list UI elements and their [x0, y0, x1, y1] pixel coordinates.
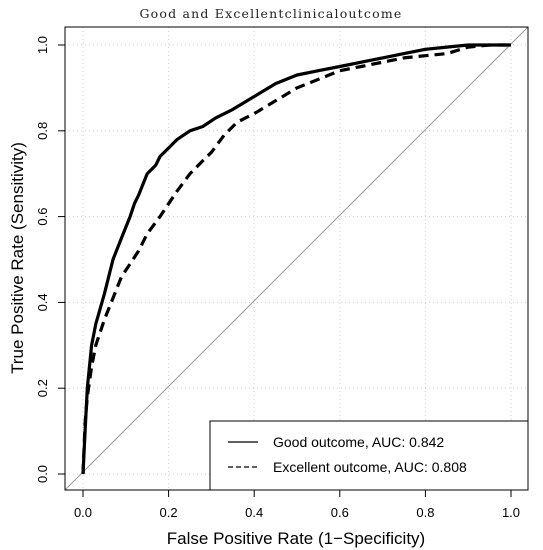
y-tick-label-0: 0.0 [35, 465, 50, 483]
reference-diagonal [64, 26, 529, 491]
roc-curves [81, 43, 511, 475]
y-axis-ticks: 0.0 0.2 0.4 0.6 0.8 1.0 [35, 36, 65, 483]
y-tick-label-4: 0.8 [35, 122, 50, 140]
x-tick-label-1: 0.2 [160, 505, 178, 520]
legend-label-excellent: Excellent outcome, AUC: 0.808 [273, 459, 467, 475]
y-tick-label-3: 0.6 [35, 208, 50, 226]
x-tick-label-3: 0.6 [331, 505, 349, 520]
y-axis-label: True Positive Rate (Sensitivity) [8, 142, 27, 374]
y-tick-label-2: 0.4 [35, 293, 50, 311]
y-tick-label-1: 0.2 [35, 379, 50, 397]
roc-curve-excellent [81, 43, 511, 475]
x-axis-label: False Positive Rate (1−Specificity) [167, 529, 425, 548]
reference-diagonal-group [64, 26, 529, 491]
x-axis-ticks: 0.0 0.2 0.4 0.6 0.8 1.0 [74, 490, 520, 520]
x-tick-label-4: 0.8 [416, 505, 434, 520]
roc-curve-good [81, 43, 511, 475]
x-tick-label-5: 1.0 [502, 505, 520, 520]
chart-title: Good and Excellentclinicaloutcome [139, 6, 402, 21]
legend: Good outcome, AUC: 0.842 Excellent outco… [209, 420, 529, 491]
legend-label-good: Good outcome, AUC: 0.842 [273, 434, 444, 450]
y-tick-label-5: 1.0 [35, 36, 50, 54]
legend-box [209, 420, 529, 491]
x-tick-label-0: 0.0 [74, 505, 92, 520]
x-tick-label-2: 0.4 [245, 505, 263, 520]
